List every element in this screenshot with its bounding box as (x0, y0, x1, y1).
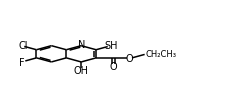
Text: CH₂CH₃: CH₂CH₃ (146, 50, 177, 59)
Text: Cl: Cl (18, 40, 28, 50)
Text: N: N (78, 40, 86, 50)
Text: O: O (109, 62, 117, 72)
Text: OH: OH (74, 66, 89, 76)
Text: SH: SH (105, 41, 118, 51)
Text: F: F (19, 57, 25, 67)
Text: O: O (126, 53, 133, 63)
